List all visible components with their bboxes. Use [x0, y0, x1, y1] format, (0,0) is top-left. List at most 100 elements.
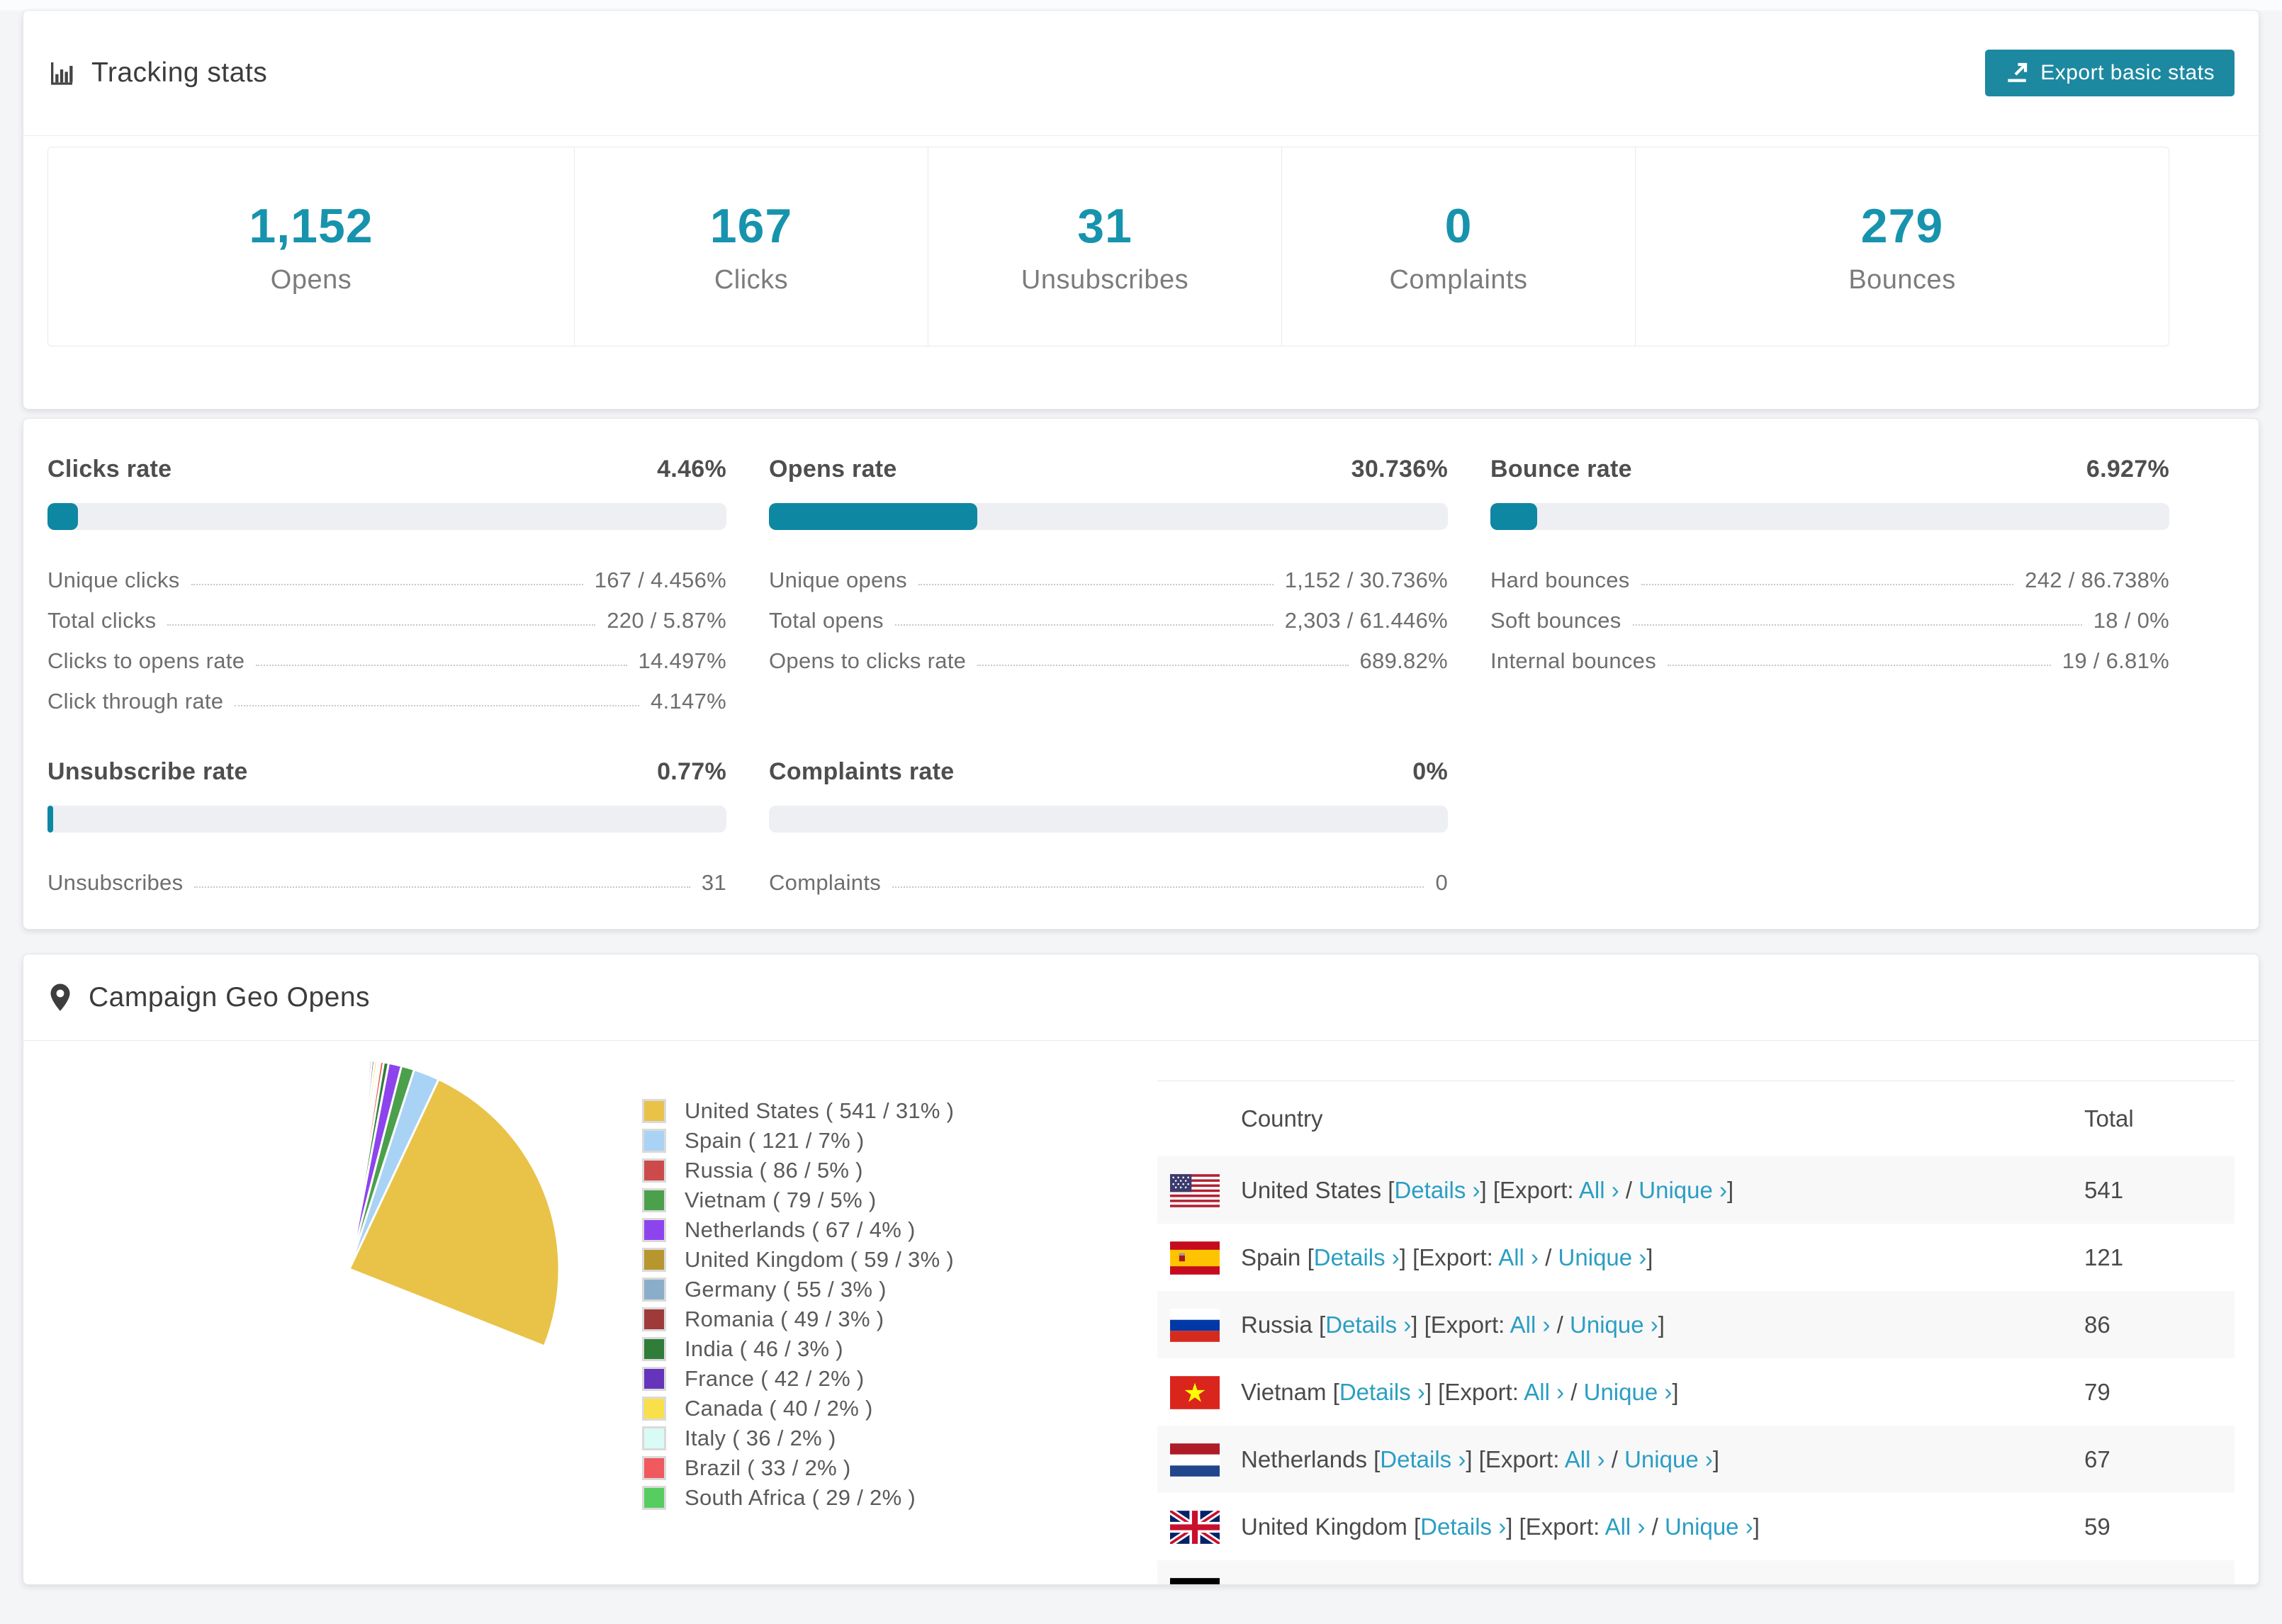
- legend-swatch: [642, 1248, 666, 1272]
- legend-swatch: [642, 1218, 666, 1242]
- pie-slice: [348, 1058, 352, 1270]
- stat-box-opens: 1,152 Opens: [48, 147, 575, 346]
- country-cell: Vietnam [Details ›] [Export: All › / Uni…: [1241, 1378, 1679, 1405]
- legend-item: Russia ( 86 / 5% ): [642, 1156, 1157, 1185]
- details-link[interactable]: Details ›: [1380, 1445, 1466, 1472]
- rate-row: Opens to clicks rate 689.82%: [769, 641, 1448, 681]
- export-unique-link[interactable]: Unique ›: [1624, 1445, 1713, 1472]
- details-link[interactable]: Details ›: [1313, 1244, 1400, 1270]
- progress-bar-fill: [769, 503, 978, 530]
- flag-vn-icon: [1170, 1375, 1220, 1409]
- rate-row-label: Total opens: [769, 607, 884, 633]
- flag-gb-icon: [1170, 1510, 1220, 1544]
- legend-label: Canada ( 40 / 2% ): [685, 1396, 873, 1421]
- legend-swatch: [642, 1426, 666, 1450]
- dotted-leader: [194, 886, 690, 888]
- country-cell: Netherlands [Details ›] [Export: All › /…: [1241, 1445, 1719, 1472]
- rate-row: Unique opens 1,152 / 30.736%: [769, 560, 1448, 600]
- export-icon: [2008, 62, 2028, 82]
- rate-row: Complaints 0: [769, 862, 1448, 903]
- dotted-leader: [167, 624, 596, 626]
- legend-swatch: [642, 1188, 666, 1212]
- rate-row-label: Complaints: [769, 869, 882, 895]
- rate-title: Complaints rate: [769, 758, 955, 785]
- legend-item: Spain ( 121 / 7% ): [642, 1126, 1157, 1156]
- stat-label: Opens: [270, 264, 352, 295]
- rate-row-label: Unique opens: [769, 567, 907, 592]
- stat-label: Clicks: [714, 264, 789, 295]
- rate-row-label: Clicks to opens rate: [47, 648, 245, 673]
- stat-box-clicks: 167 Clicks: [575, 147, 929, 346]
- total-cell: 79: [2084, 1378, 2110, 1405]
- dotted-leader: [894, 624, 1274, 626]
- export-unique-link[interactable]: Unique ›: [1664, 1513, 1753, 1540]
- legend-label: India ( 46 / 3% ): [685, 1336, 843, 1361]
- country-cell: Spain [Details ›] [Export: All › / Uniqu…: [1241, 1244, 1653, 1270]
- legend-label: Vietnam ( 79 / 5% ): [685, 1188, 877, 1212]
- campaign-geo-opens-card: Campaign Geo Opens United States ( 541 /…: [23, 954, 2259, 1585]
- rate-row-label: Unsubscribes: [47, 869, 184, 895]
- export-all-link[interactable]: All ›: [1524, 1378, 1565, 1405]
- map-pin-icon: [50, 983, 70, 1011]
- rate-row-value: 2,303 / 61.446%: [1284, 607, 1448, 633]
- export-all-link[interactable]: All ›: [1510, 1311, 1551, 1338]
- details-link[interactable]: Details ›: [1420, 1513, 1507, 1540]
- rate-row: Clicks to opens rate 14.497%: [47, 641, 726, 681]
- rate-row-value: 4.147%: [651, 688, 726, 714]
- geo-legend: United States ( 541 / 31% ) Spain ( 121 …: [619, 1056, 1157, 1513]
- legend-swatch: [642, 1278, 666, 1302]
- rate-row-value: 31: [701, 869, 726, 895]
- rate-row-value: 220 / 5.87%: [607, 607, 726, 633]
- stat-label: Unsubscribes: [1021, 264, 1189, 295]
- export-unique-link[interactable]: Unique ›: [1639, 1176, 1727, 1203]
- details-link[interactable]: Details ›: [1325, 1311, 1412, 1338]
- rate-row-value: 0: [1435, 869, 1448, 895]
- legend-item: Romania ( 49 / 3% ): [642, 1304, 1157, 1334]
- export-all-link[interactable]: All ›: [1578, 1176, 1619, 1203]
- details-link[interactable]: Details ›: [1350, 1581, 1436, 1585]
- tracking-stats-card: Tracking stats Export basic stats 1,152 …: [23, 10, 2259, 410]
- flag-us-icon: [1170, 1173, 1220, 1207]
- export-unique-link[interactable]: Unique ›: [1570, 1311, 1658, 1338]
- legend-label: Netherlands ( 67 / 4% ): [685, 1217, 916, 1242]
- legend-label: Germany ( 55 / 3% ): [685, 1277, 887, 1302]
- legend-swatch: [642, 1456, 666, 1480]
- rate-row-value: 167 / 4.456%: [594, 567, 726, 592]
- rate-row-value: 19 / 6.81%: [2062, 648, 2169, 673]
- total-cell: 86: [2084, 1311, 2110, 1338]
- total-cell: 67: [2084, 1445, 2110, 1472]
- legend-label: Italy ( 36 / 2% ): [685, 1426, 836, 1450]
- rate-row: Click through rate 4.147%: [47, 681, 726, 721]
- rate-row-label: Soft bounces: [1490, 607, 1621, 633]
- details-link[interactable]: Details ›: [1394, 1176, 1480, 1203]
- export-basic-stats-button[interactable]: Export basic stats: [1985, 50, 2235, 96]
- stat-value: 0: [1444, 198, 1473, 253]
- rate-value: 4.46%: [657, 456, 726, 483]
- details-link[interactable]: Details ›: [1339, 1378, 1425, 1405]
- legend-label: France ( 42 / 2% ): [685, 1366, 865, 1391]
- country-name: Germany: [1241, 1581, 1337, 1585]
- rate-row-value: 1,152 / 30.736%: [1284, 567, 1448, 592]
- stat-label: Bounces: [1848, 264, 1956, 295]
- legend-item: France ( 42 / 2% ): [642, 1364, 1157, 1394]
- rate-row-label: Unique clicks: [47, 567, 180, 592]
- stat-boxes: 1,152 Opens 167 Clicks 31 Unsubscribes 0…: [47, 147, 2169, 346]
- table-row-gb: United Kingdom [Details ›] [Export: All …: [1157, 1493, 2235, 1560]
- rate-row: Internal bounces 19 / 6.81%: [1490, 641, 2169, 681]
- progress-bar-track: [769, 503, 1448, 530]
- export-all-link[interactable]: All ›: [1535, 1581, 1575, 1585]
- export-all-link[interactable]: All ›: [1498, 1244, 1539, 1270]
- geo-table-header: Country Total: [1157, 1081, 2235, 1156]
- export-unique-link[interactable]: Unique ›: [1558, 1244, 1647, 1270]
- total-cell: 541: [2084, 1176, 2124, 1203]
- export-all-link[interactable]: All ›: [1564, 1445, 1605, 1472]
- dotted-leader: [918, 583, 1274, 585]
- export-all-link[interactable]: All ›: [1604, 1513, 1646, 1540]
- legend-item: Italy ( 36 / 2% ): [642, 1423, 1157, 1453]
- export-unique-link[interactable]: Unique ›: [1595, 1581, 1683, 1585]
- dotted-leader: [191, 583, 583, 585]
- export-button-label: Export basic stats: [2040, 61, 2215, 84]
- export-unique-link[interactable]: Unique ›: [1583, 1378, 1673, 1405]
- country-name: United Kingdom: [1241, 1513, 1407, 1540]
- dotted-leader: [1641, 583, 2014, 585]
